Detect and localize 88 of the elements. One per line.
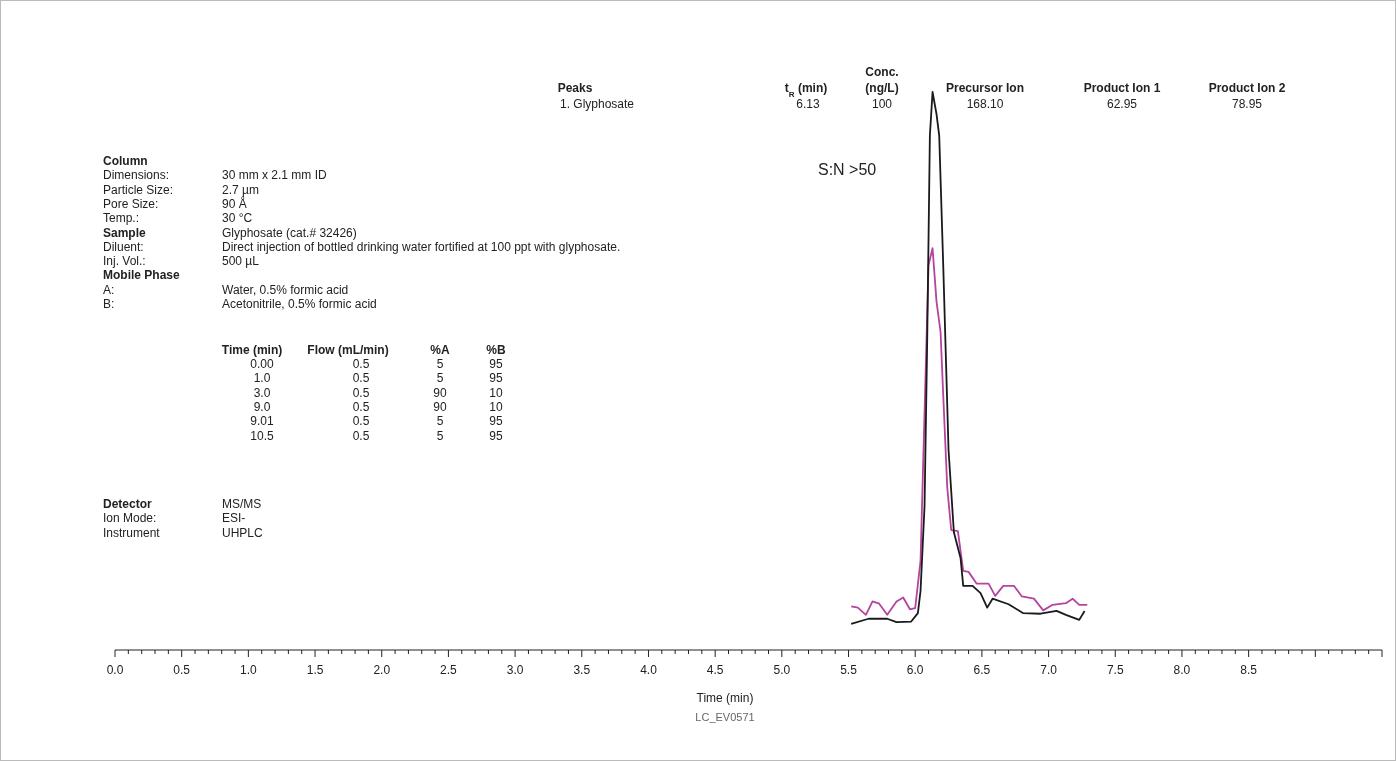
x-tick-label: 1.0 xyxy=(240,663,258,677)
annotation: Instrument xyxy=(103,526,161,540)
annotation: Direct injection of bottled drinking water fortified at 100 ppt with glyphosate. xyxy=(222,239,621,254)
annotation: Column xyxy=(103,154,148,168)
annotation: 0.00 xyxy=(250,357,274,371)
annotation: 3.0 xyxy=(253,385,271,400)
x-tick-label: 4.0 xyxy=(640,663,658,677)
x-tick-label: 1.5 xyxy=(306,663,324,677)
annotation: 0.5 xyxy=(352,385,370,400)
x-tick-label: 8.5 xyxy=(1240,663,1258,677)
annotation: Product Ion 1 xyxy=(1083,81,1161,95)
annotation: Flow (mL/min) xyxy=(307,343,389,357)
x-tick-label: 4.5 xyxy=(706,663,724,677)
annotation: Diluent: xyxy=(103,239,144,254)
annotation: 90 xyxy=(433,385,447,400)
annotation: 1. Glyphosate xyxy=(559,97,635,111)
annotation: ESI- xyxy=(222,511,246,525)
annotation: 78.95 xyxy=(1231,97,1263,111)
x-tick-label: 2.0 xyxy=(373,663,391,677)
annotation: Dimensions: xyxy=(103,168,170,183)
annotation: %B xyxy=(486,343,506,357)
annotation: S:N >50 xyxy=(818,161,877,178)
x-axis-title: Time (min) xyxy=(696,691,754,705)
annotation: %A xyxy=(430,343,450,357)
x-tick-label: 8.0 xyxy=(1173,663,1191,677)
annotation: 95 xyxy=(489,414,503,429)
x-tick-label: 3.5 xyxy=(573,663,591,677)
annotation: 10.5 xyxy=(250,428,274,443)
x-tick-label: 5.0 xyxy=(773,663,791,677)
annotation: Precursor Ion xyxy=(945,81,1025,95)
annotation: Sample xyxy=(103,225,147,240)
annotation: Water, 0.5% formic acid xyxy=(222,282,349,297)
x-tick-label: 3.0 xyxy=(506,663,524,677)
annotation: Mobile Phase xyxy=(103,268,181,283)
text: A: xyxy=(103,282,115,297)
annotation: Glyphosate (cat.# 32426) xyxy=(222,225,357,240)
annotation: 2.7 µm xyxy=(222,182,259,197)
text: B: xyxy=(103,297,115,311)
annotation: 5 xyxy=(436,428,444,443)
annotation: 9.0 xyxy=(253,399,271,414)
annotation: 1.0 xyxy=(253,371,271,386)
annotation: 95 xyxy=(489,357,503,371)
x-tick-label: 0.5 xyxy=(173,663,191,677)
x-tick-label: 7.5 xyxy=(1106,663,1124,677)
annotation: 9.01 xyxy=(250,414,274,429)
annotation: 0.5 xyxy=(352,414,370,429)
annotation: Ion Mode: xyxy=(103,511,157,525)
annotation: 0.5 xyxy=(352,428,370,443)
annotation: 30 mm x 2.1 mm ID xyxy=(222,168,328,183)
annotation: 10 xyxy=(489,385,503,400)
annotation: UHPLC xyxy=(222,526,264,540)
x-tick-label: 2.5 xyxy=(440,663,458,677)
annotation: Pore Size: xyxy=(103,196,159,211)
annotation: 5 xyxy=(436,357,444,371)
annotation: Detector xyxy=(103,497,153,511)
text: LC_EV0571 xyxy=(695,711,755,723)
x-tick-label: 6.5 xyxy=(973,663,991,677)
annotation: 5 xyxy=(436,414,444,429)
x-tick-label: 6.0 xyxy=(906,663,924,677)
annotation: Inj. Vol.: xyxy=(103,254,146,269)
annotation: 10 xyxy=(489,399,503,414)
annotation: Temp.: xyxy=(103,211,140,226)
annotation: 95 xyxy=(489,371,503,386)
annotation: Peaks xyxy=(557,81,593,95)
text: Conc. xyxy=(865,65,899,79)
annotation: Particle Size: xyxy=(103,182,174,197)
annotation: Product Ion 2 xyxy=(1208,81,1286,95)
annotation: 6.13 xyxy=(796,97,820,111)
annotation: MS/MS xyxy=(222,497,262,511)
annotation: t$_{R}$ (min) xyxy=(784,81,828,99)
annotation: (ng/L) xyxy=(865,81,899,95)
x-tick-label: 7.0 xyxy=(1040,663,1058,677)
annotation: 0.5 xyxy=(352,371,370,386)
annotation: 95 xyxy=(489,428,503,443)
x-tick-label: 0.0 xyxy=(106,663,124,677)
annotation: 5 xyxy=(436,371,444,386)
annotation: 100 xyxy=(871,97,893,111)
annotation: 168.10 xyxy=(966,97,1004,111)
annotation: 90 xyxy=(433,399,447,414)
annotation: Time (min) xyxy=(221,343,283,357)
annotation: 0.5 xyxy=(352,399,370,414)
annotation: 30 °C xyxy=(222,211,253,226)
annotation: 500 µL xyxy=(222,254,260,269)
annotation: Acetonitrile, 0.5% formic acid xyxy=(222,297,377,311)
annotation: 90 Å xyxy=(222,195,247,211)
x-tick-label: 5.5 xyxy=(840,663,858,677)
annotation: 0.5 xyxy=(352,357,370,371)
annotation: 62.95 xyxy=(1106,97,1138,111)
